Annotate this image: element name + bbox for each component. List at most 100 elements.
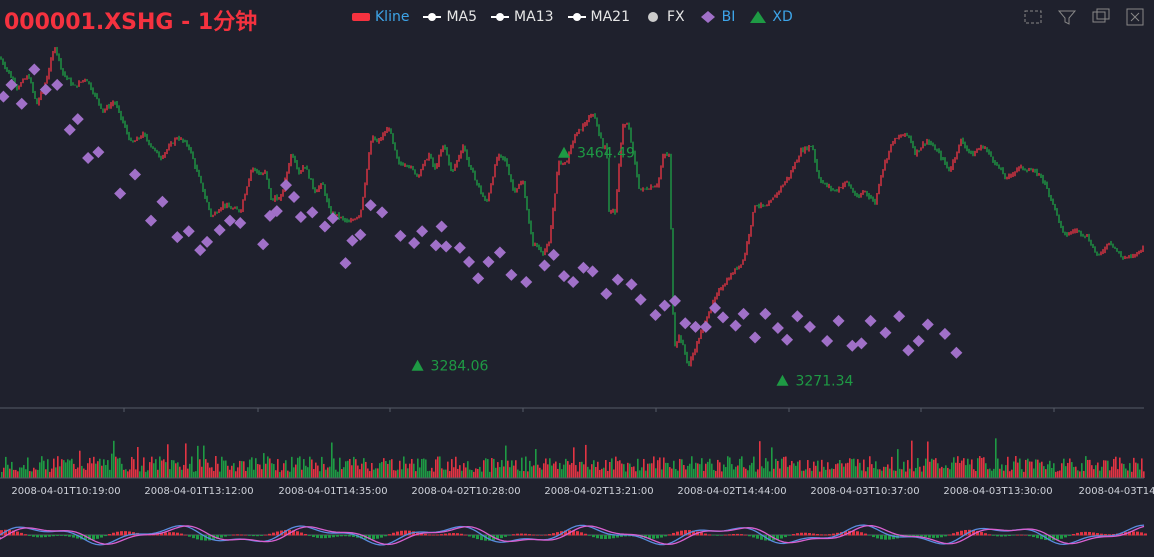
bi-marker[interactable] [39,83,52,96]
bi-marker[interactable] [634,293,647,306]
bi-marker[interactable] [145,214,158,227]
bi-marker[interactable] [699,320,712,333]
bi-marker[interactable] [803,320,816,333]
bi-marker[interactable] [821,334,834,347]
bi-marker[interactable] [749,331,762,344]
bi-marker[interactable] [625,278,638,291]
bi-marker[interactable] [171,231,184,244]
bi-marker[interactable] [128,168,141,181]
bi-marker[interactable] [318,220,331,233]
bi-marker[interactable] [791,310,804,323]
bi-marker[interactable] [505,268,518,281]
bi-marker[interactable] [0,90,10,103]
bi-marker[interactable] [709,301,721,314]
bi-marker[interactable] [611,273,624,286]
zoom-select-icon[interactable] [1022,6,1044,28]
bi-marker[interactable] [234,216,247,229]
xd-marker[interactable] [557,146,570,158]
bi-marker[interactable] [306,206,319,219]
bi-marker[interactable] [557,270,570,283]
bi-marker[interactable] [408,237,421,250]
bi-marker[interactable] [472,272,485,285]
bi-marker[interactable] [658,299,671,312]
bi-marker[interactable] [294,211,307,224]
bi-marker[interactable] [416,225,429,238]
bi-marker[interactable] [156,195,169,208]
bi-marker[interactable] [364,199,377,212]
bi-marker[interactable] [846,339,859,352]
legend-item-fx[interactable]: FX [644,8,685,26]
bi-marker[interactable] [600,287,613,300]
bi-marker[interactable] [577,261,590,274]
bi-marker[interactable] [567,275,580,288]
bi-marker[interactable] [339,257,352,270]
bi-marker[interactable] [538,259,551,272]
bi-marker[interactable] [463,255,476,268]
bi-marker[interactable] [213,224,226,237]
bi-marker[interactable] [440,240,453,253]
bi-marker[interactable] [679,317,692,330]
bi-marker[interactable] [257,238,270,251]
bi-marker[interactable] [182,225,195,238]
bi-marker[interactable] [63,123,76,136]
bi-marker[interactable] [28,63,41,76]
restore-icon[interactable] [1090,6,1112,28]
bi-marker[interactable] [938,327,951,340]
bi-marker[interactable] [520,275,533,288]
bi-marker[interactable] [668,294,681,307]
bi-marker[interactable] [729,319,742,332]
bi-marker[interactable] [547,248,560,261]
legend-item-ma13[interactable]: MA13 [491,8,554,26]
bi-marker[interactable] [429,239,442,252]
bi-marker[interactable] [326,212,339,225]
bi-marker[interactable] [717,311,730,324]
legend-item-ma5[interactable]: MA5 [423,8,477,26]
bi-marker[interactable] [879,326,892,339]
bi-marker[interactable] [394,229,407,242]
bi-marker[interactable] [376,206,389,219]
bi-marker[interactable] [15,97,28,110]
legend-item-xd[interactable]: XD [749,8,793,26]
bi-marker[interactable] [950,346,963,359]
bi-marker[interactable] [737,307,750,320]
save-image-icon[interactable] [1124,6,1146,28]
bi-marker[interactable] [771,322,784,334]
bi-marker[interactable] [435,220,448,233]
bi-marker[interactable] [5,78,18,91]
bi-marker[interactable] [201,235,214,248]
bi-marker[interactable] [288,190,301,203]
legend-item-bi[interactable]: BI [699,8,735,26]
bi-marker[interactable] [902,344,915,357]
xd-marker[interactable] [411,359,424,371]
bi-marker[interactable] [921,318,934,331]
bi-marker[interactable] [270,205,283,218]
bi-marker[interactable] [759,307,772,320]
bi-marker[interactable] [689,320,702,333]
bi-marker[interactable] [194,244,207,257]
bi-marker[interactable] [832,314,845,327]
bi-marker[interactable] [223,214,236,227]
bi-marker[interactable] [51,78,64,91]
bi-marker[interactable] [649,309,662,322]
bi-marker[interactable] [781,333,794,346]
xd-marker[interactable] [776,374,789,386]
legend-item-ma21[interactable]: MA21 [567,8,630,26]
bi-marker[interactable] [912,334,925,347]
bi-marker[interactable] [893,310,906,323]
bi-marker[interactable] [346,234,359,247]
bi-marker[interactable] [493,246,506,259]
zoom-reset-icon[interactable] [1056,6,1078,28]
bi-marker[interactable] [82,152,95,165]
bi-marker[interactable] [71,113,84,126]
bi-marker[interactable] [280,179,292,192]
bi-marker[interactable] [453,241,466,254]
bi-marker[interactable] [586,265,599,278]
bi-marker[interactable] [354,228,367,241]
bi-marker[interactable] [864,314,877,327]
bi-marker[interactable] [482,255,495,268]
bi-marker[interactable] [114,187,127,200]
bi-marker[interactable] [855,337,868,350]
bi-marker[interactable] [92,146,105,159]
legend-item-kline[interactable]: Kline [352,8,409,26]
